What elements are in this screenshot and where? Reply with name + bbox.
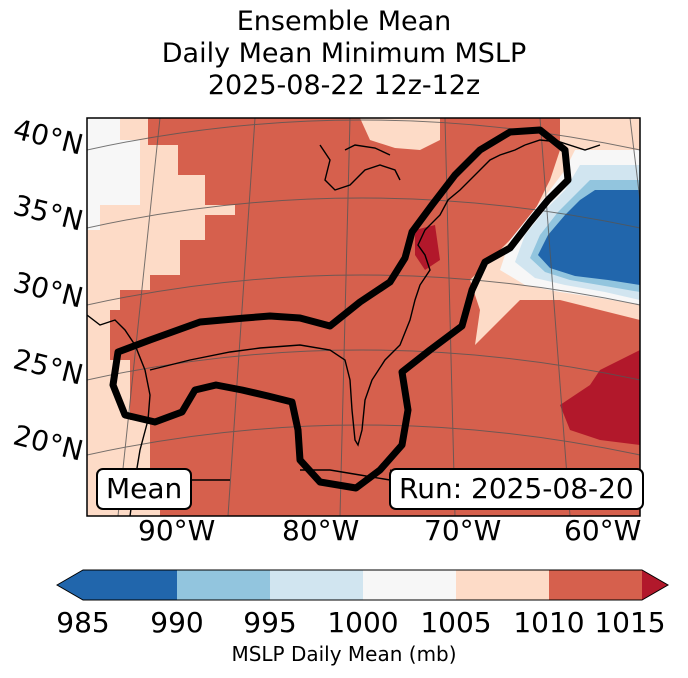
colorbar-tick-1015: 1015	[594, 606, 666, 639]
field-985-990-east	[538, 190, 640, 285]
colorbar-outline	[55, 569, 670, 601]
colorbar-title: MSLP Daily Mean (mb)	[231, 642, 457, 666]
graticule	[87, 118, 640, 516]
title-line-3: 2025-08-22 12z-12z	[207, 70, 481, 101]
lon-label-60w: 60°W	[564, 514, 642, 547]
field-over-1015-se	[560, 350, 640, 445]
title-line-1: Ensemble Mean	[236, 6, 452, 37]
colorbar-segment-995-1000	[270, 570, 363, 600]
field-over-1015-nc	[415, 225, 440, 270]
colorbar-segment-1000-1005	[363, 570, 456, 600]
title-line-2: Daily Mean Minimum MSLP	[161, 38, 527, 69]
lon-label-80w: 80°W	[282, 514, 360, 547]
colorbar-over-arrow	[642, 570, 668, 600]
map-frame	[86, 117, 641, 517]
colorbar-segment-1010-1015	[549, 570, 642, 600]
field-1005-1010-north	[360, 118, 440, 150]
colorbar-segment-1005-1010	[456, 570, 549, 600]
mean-label: Mean	[96, 468, 193, 510]
colorbar-tick-995: 995	[243, 606, 297, 639]
colorbar-tick-1005: 1005	[420, 606, 492, 639]
colorbar	[55, 569, 670, 601]
field-1000-1005-west	[87, 118, 140, 230]
colorbar-segment-990-995	[177, 570, 270, 600]
colorbar-tick-990: 990	[150, 606, 204, 639]
colorbar-tick-1000: 1000	[327, 606, 399, 639]
colorbar-tick-985: 985	[56, 606, 110, 639]
lon-label-90w: 90°W	[138, 514, 216, 547]
colorbar-segment-985-990	[83, 570, 177, 600]
colorbar-under-arrow	[57, 570, 83, 600]
run-label: Run: 2025-08-20	[389, 468, 644, 510]
map-field	[87, 118, 640, 516]
colorbar-tick-1010: 1010	[513, 606, 585, 639]
forecast-region-outline	[109, 126, 572, 492]
lon-label-70w: 70°W	[424, 514, 502, 547]
